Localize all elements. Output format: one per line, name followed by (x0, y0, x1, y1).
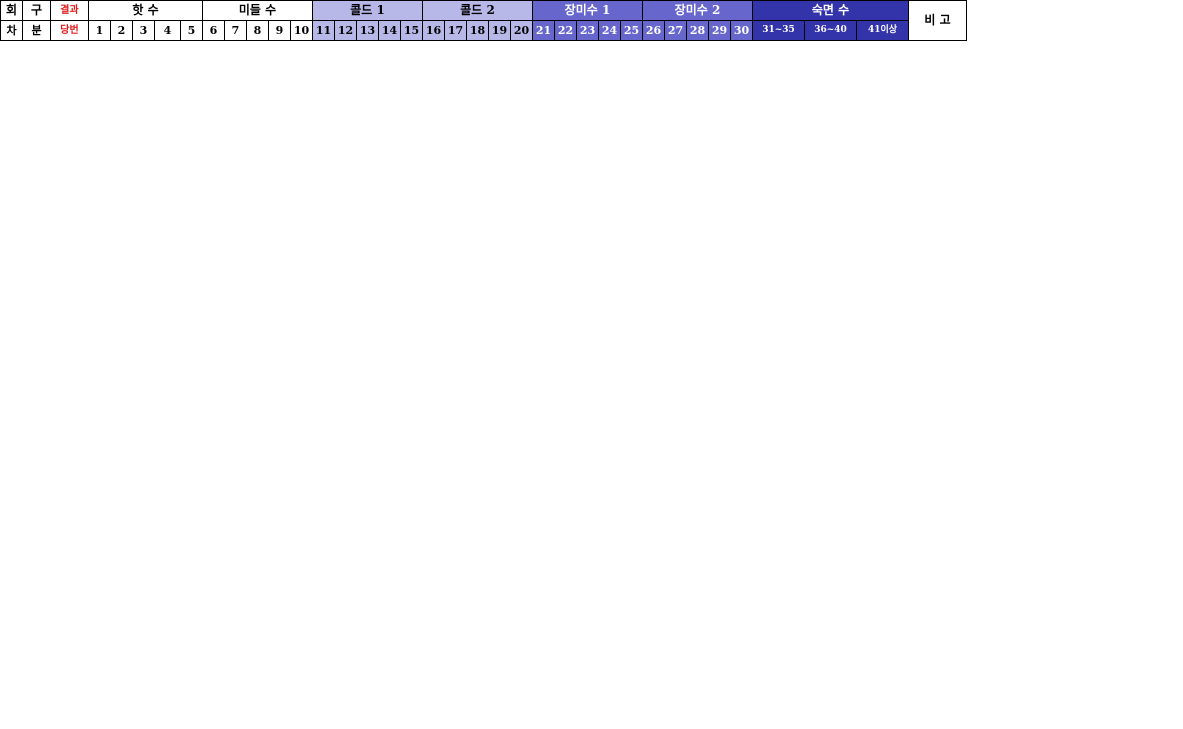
subheader-32: 30 (730, 20, 753, 41)
header-gubun: 구 (22, 0, 51, 21)
subheader-35: 41이상 (856, 20, 909, 41)
subheader-3: 1 (88, 20, 111, 41)
subheader-4: 2 (110, 20, 133, 41)
subheader-13: 11 (312, 20, 335, 41)
subheader-27: 25 (620, 20, 643, 41)
subheader-5: 3 (132, 20, 155, 41)
header-result: 결과 (50, 0, 89, 21)
subheader-22: 20 (510, 20, 533, 41)
analysis-table: 회 구 결과 핫 수 미들 수 콜드 1 콜드 2 장미수 1 장미수 2 숙면… (0, 0, 967, 41)
subheader-7: 5 (180, 20, 203, 41)
subheader-26: 24 (598, 20, 621, 41)
header-cold2: 콜드 2 (422, 0, 533, 21)
header-cold1: 콜드 1 (312, 0, 423, 21)
subheader-9: 7 (224, 20, 247, 41)
subheader-19: 17 (444, 20, 467, 41)
header-hot: 핫 수 (88, 0, 203, 21)
subheader-33: 31~35 (752, 20, 805, 41)
subheader-2: 당번 (50, 20, 89, 41)
subheader-21: 19 (488, 20, 511, 41)
subheader-16: 14 (378, 20, 401, 41)
header-long1: 장미수 1 (532, 0, 643, 21)
subheader-15: 13 (356, 20, 379, 41)
subheader-30: 28 (686, 20, 709, 41)
subheader-18: 16 (422, 20, 445, 41)
header-note: 비 고 (908, 0, 967, 41)
subheader-17: 15 (400, 20, 423, 41)
subheader-14: 12 (334, 20, 357, 41)
subheader-8: 6 (202, 20, 225, 41)
subheader-25: 23 (576, 20, 599, 41)
subheader-11: 9 (268, 20, 291, 41)
subheader-34: 36~40 (804, 20, 857, 41)
subheader-28: 26 (642, 20, 665, 41)
subheader-10: 8 (246, 20, 269, 41)
subheader-0: 차 (0, 20, 23, 41)
subheader-6: 4 (154, 20, 181, 41)
subheader-1: 분 (22, 20, 51, 41)
subheader-24: 22 (554, 20, 577, 41)
subheader-12: 10 (290, 20, 313, 41)
subheader-29: 27 (664, 20, 687, 41)
header-round: 회 (0, 0, 23, 21)
header-sleep: 숙면 수 (752, 0, 909, 21)
subheader-20: 18 (466, 20, 489, 41)
subheader-23: 21 (532, 20, 555, 41)
header-middle: 미들 수 (202, 0, 313, 21)
subheader-31: 29 (708, 20, 731, 41)
header-long2: 장미수 2 (642, 0, 753, 21)
